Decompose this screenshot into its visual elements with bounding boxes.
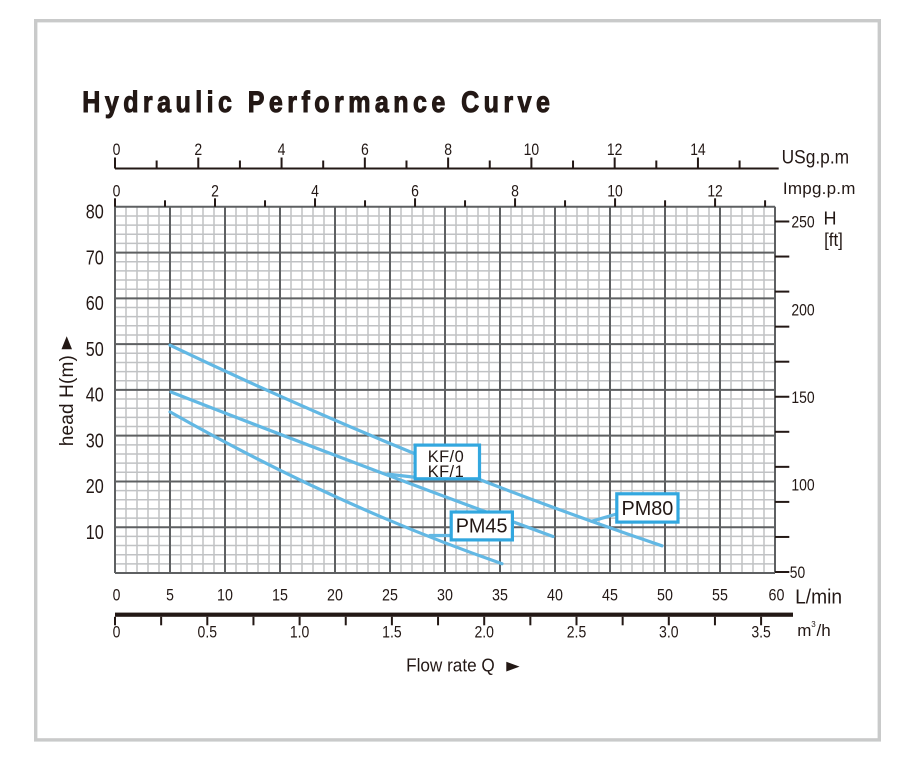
svg-text:10: 10	[607, 181, 623, 200]
svg-text:Impg.p.m: Impg.p.m	[783, 179, 856, 198]
svg-text:30: 30	[437, 586, 453, 605]
svg-text:250: 250	[791, 213, 814, 232]
svg-text:14: 14	[690, 140, 706, 159]
svg-text:35: 35	[492, 586, 508, 605]
svg-text:200: 200	[791, 300, 814, 319]
svg-text:PM80: PM80	[622, 498, 674, 520]
svg-text:45: 45	[602, 586, 618, 605]
svg-text:head H(m): head H(m)	[57, 355, 78, 446]
svg-text:40: 40	[547, 586, 563, 605]
svg-text:50: 50	[86, 339, 104, 361]
svg-text:20: 20	[86, 476, 104, 498]
svg-text:70: 70	[86, 247, 104, 269]
svg-text:Hydraulic Performance Curve: Hydraulic Performance Curve	[82, 85, 550, 119]
svg-text:2.0: 2.0	[474, 623, 494, 642]
svg-text:4: 4	[278, 140, 286, 159]
svg-text:H: H	[824, 208, 837, 228]
svg-text:40: 40	[86, 385, 104, 407]
svg-text:55: 55	[712, 586, 728, 605]
svg-text:1.0: 1.0	[290, 623, 310, 642]
svg-text:0.5: 0.5	[198, 623, 218, 642]
svg-text:60: 60	[86, 293, 104, 315]
svg-text:/h: /h	[817, 621, 831, 640]
svg-text:PM45: PM45	[456, 516, 508, 538]
svg-text:50: 50	[790, 563, 805, 582]
svg-text:m: m	[797, 621, 811, 640]
svg-text:0: 0	[113, 586, 121, 605]
svg-text:KF/1: KF/1	[428, 463, 464, 481]
svg-text:20: 20	[327, 586, 343, 605]
svg-text:2: 2	[194, 140, 202, 159]
svg-text:150: 150	[791, 388, 814, 407]
svg-text:KF/0: KF/0	[428, 448, 464, 466]
svg-text:3.0: 3.0	[659, 623, 679, 642]
svg-text:30: 30	[86, 430, 104, 452]
svg-text:100: 100	[791, 476, 814, 495]
svg-text:10: 10	[86, 522, 104, 544]
svg-text:2: 2	[211, 181, 219, 200]
svg-text:8: 8	[511, 181, 519, 200]
svg-text:3: 3	[811, 620, 816, 629]
svg-text:L/min: L/min	[795, 586, 842, 608]
svg-text:3.5: 3.5	[751, 623, 771, 642]
svg-text:60: 60	[769, 586, 785, 605]
svg-text:10: 10	[524, 140, 540, 159]
svg-text:15: 15	[272, 586, 288, 605]
svg-text:5: 5	[166, 586, 174, 605]
svg-text:10: 10	[217, 586, 233, 605]
svg-text:0: 0	[113, 181, 121, 200]
svg-text:6: 6	[411, 181, 419, 200]
svg-text:80: 80	[86, 202, 104, 224]
svg-text:8: 8	[444, 140, 452, 159]
svg-text:25: 25	[382, 586, 398, 605]
svg-text:1.5: 1.5	[382, 623, 402, 642]
svg-text:12: 12	[607, 140, 623, 159]
svg-text:12: 12	[707, 181, 723, 200]
svg-text:0: 0	[113, 623, 121, 642]
svg-text:0: 0	[113, 140, 121, 159]
svg-text:[ft]: [ft]	[824, 230, 843, 250]
svg-text:4: 4	[311, 181, 319, 200]
svg-text:2.5: 2.5	[567, 623, 587, 642]
svg-text:6: 6	[361, 140, 369, 159]
svg-text:Flow rate Q: Flow rate Q	[406, 656, 495, 676]
svg-text:USg.p.m: USg.p.m	[782, 147, 850, 168]
svg-text:50: 50	[657, 586, 673, 605]
